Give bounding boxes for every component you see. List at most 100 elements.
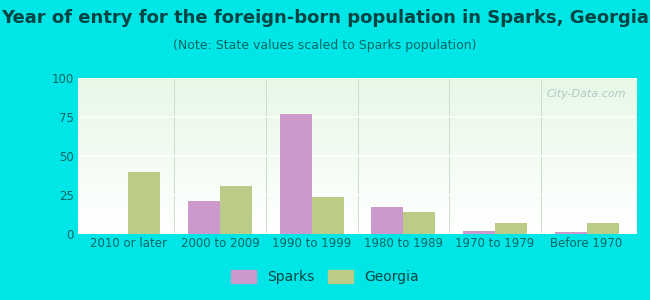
Bar xyxy=(78,194,637,195)
Bar xyxy=(495,223,527,234)
Bar xyxy=(78,179,637,181)
Bar xyxy=(78,104,637,106)
Bar xyxy=(78,159,637,161)
Bar xyxy=(78,106,637,108)
Bar xyxy=(78,165,637,167)
Bar xyxy=(78,225,637,226)
Bar xyxy=(78,158,637,159)
Bar xyxy=(312,196,344,234)
Bar xyxy=(78,220,637,221)
Bar xyxy=(78,192,637,194)
Bar xyxy=(78,195,637,196)
Bar xyxy=(78,164,637,165)
Bar xyxy=(78,142,637,143)
Bar xyxy=(78,98,637,100)
Bar xyxy=(78,231,637,232)
Bar xyxy=(78,140,637,142)
Bar xyxy=(78,148,637,150)
Bar xyxy=(78,204,637,206)
Bar xyxy=(403,212,436,234)
Bar xyxy=(78,190,637,192)
Bar xyxy=(78,116,637,117)
Bar xyxy=(78,123,637,125)
Bar xyxy=(78,84,637,86)
Bar xyxy=(78,101,637,103)
Bar xyxy=(78,186,637,187)
Bar xyxy=(78,94,637,95)
Bar xyxy=(78,156,637,158)
Bar xyxy=(78,167,637,169)
Bar xyxy=(78,215,637,217)
Bar xyxy=(78,108,637,109)
Bar xyxy=(78,209,637,211)
Text: (Note: State values scaled to Sparks population): (Note: State values scaled to Sparks pop… xyxy=(174,39,476,52)
Bar xyxy=(78,170,637,172)
Bar xyxy=(463,231,495,234)
Bar xyxy=(78,95,637,97)
Bar xyxy=(78,112,637,114)
Bar xyxy=(78,133,637,134)
Bar xyxy=(78,128,637,130)
Bar xyxy=(78,153,637,154)
Bar xyxy=(78,189,637,190)
Text: City-Data.com: City-Data.com xyxy=(546,89,626,99)
Legend: Sparks, Georgia: Sparks, Georgia xyxy=(226,265,424,290)
Bar xyxy=(78,100,637,101)
Bar xyxy=(78,118,637,120)
Bar xyxy=(78,201,637,203)
Bar xyxy=(78,169,637,170)
Bar xyxy=(78,218,637,220)
Bar xyxy=(78,150,637,151)
Bar xyxy=(78,212,637,214)
Bar xyxy=(78,206,637,208)
Bar xyxy=(78,208,637,209)
Bar xyxy=(280,114,312,234)
Bar xyxy=(78,137,637,139)
Bar xyxy=(78,92,637,94)
Text: Year of entry for the foreign-born population in Sparks, Georgia: Year of entry for the foreign-born popul… xyxy=(1,9,649,27)
Bar xyxy=(78,139,637,140)
Bar xyxy=(78,130,637,131)
Bar xyxy=(78,226,637,228)
Bar xyxy=(78,176,637,178)
Bar xyxy=(78,114,637,116)
Bar xyxy=(78,117,637,118)
Bar xyxy=(78,214,637,215)
Bar xyxy=(78,211,637,212)
Bar xyxy=(78,103,637,104)
Bar xyxy=(78,154,637,156)
Bar xyxy=(78,181,637,182)
Bar xyxy=(78,134,637,136)
Bar xyxy=(78,162,637,164)
Bar xyxy=(78,203,637,204)
Bar xyxy=(78,91,637,92)
Bar xyxy=(78,196,637,198)
Bar xyxy=(78,229,637,231)
Bar xyxy=(78,228,637,229)
Bar xyxy=(78,173,637,175)
Bar xyxy=(78,200,637,201)
Bar xyxy=(78,111,637,112)
Bar xyxy=(78,175,637,176)
Bar xyxy=(554,232,586,234)
Bar xyxy=(78,232,637,234)
Bar xyxy=(78,83,637,84)
Bar xyxy=(78,131,637,133)
Bar xyxy=(129,172,161,234)
Bar xyxy=(78,143,637,145)
Bar xyxy=(78,178,637,179)
Bar xyxy=(78,120,637,122)
Bar xyxy=(78,125,637,126)
Bar xyxy=(78,172,637,173)
Bar xyxy=(78,187,637,189)
Bar xyxy=(78,136,637,137)
Bar xyxy=(78,151,637,153)
Bar xyxy=(78,80,637,81)
Bar xyxy=(78,221,637,223)
Bar xyxy=(188,201,220,234)
Bar xyxy=(78,78,637,80)
Bar xyxy=(78,182,637,184)
Bar xyxy=(78,145,637,147)
Bar xyxy=(78,161,637,162)
Bar xyxy=(371,208,403,234)
